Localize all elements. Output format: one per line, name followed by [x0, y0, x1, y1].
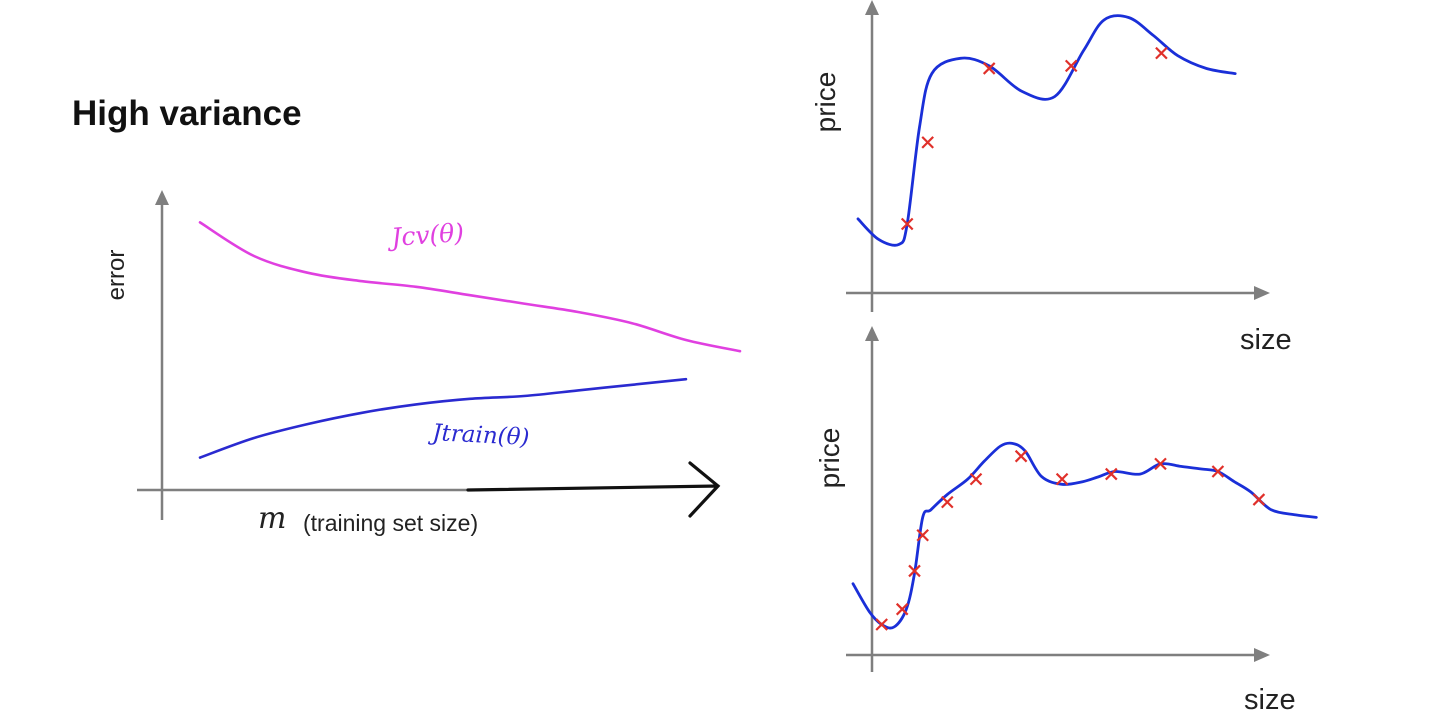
data-point-x-mark: [1064, 59, 1078, 73]
data-point-x-mark: [1055, 472, 1069, 486]
data-point-x-mark: [916, 528, 929, 542]
y-axis-label: price: [814, 428, 845, 489]
fitted-curve: [856, 14, 1237, 247]
y-axis-label: price: [810, 72, 841, 133]
x-axis-symbol: m: [258, 501, 286, 536]
jcv-curve: [198, 221, 742, 353]
data-point-x-mark: [969, 472, 983, 486]
series-label-jcv: Jcv(θ): [385, 218, 465, 252]
data-point-x-mark: [1211, 465, 1225, 478]
x-axis-label: size: [1244, 684, 1296, 716]
series-label-jtrain: Jtrain(θ): [428, 420, 530, 451]
data-point-x-mark: [875, 618, 888, 631]
y-axis-label: error: [103, 250, 130, 301]
x-axis-hand-drawn-arrow: [466, 461, 721, 518]
data-point-x-mark: [941, 495, 954, 509]
data-point-x-mark: [895, 602, 909, 616]
data-point-x-mark: [921, 136, 934, 149]
fitted-curve: [851, 441, 1318, 630]
data-point-x-mark: [1155, 46, 1168, 60]
y-axis-arrowhead: [155, 190, 169, 205]
data-point-x-mark: [1105, 467, 1118, 481]
x-axis-arrowhead: [1254, 648, 1270, 662]
data-point-x-mark: [1252, 493, 1266, 506]
data-point-x-mark: [1014, 449, 1028, 463]
data-point-x-mark: [1154, 457, 1167, 471]
data-point-x-mark: [982, 62, 996, 75]
y-axis-arrowhead: [865, 0, 879, 15]
x-axis-label: size: [1240, 324, 1292, 356]
data-point-x-mark: [900, 217, 914, 231]
jtrain-curve: [198, 377, 688, 459]
x-axis-label: (training set size): [303, 510, 478, 536]
data-point-x-mark: [908, 564, 921, 578]
y-axis-arrowhead: [865, 326, 879, 341]
x-axis-arrowhead: [1254, 286, 1270, 300]
slide-title: High variance: [72, 94, 302, 133]
